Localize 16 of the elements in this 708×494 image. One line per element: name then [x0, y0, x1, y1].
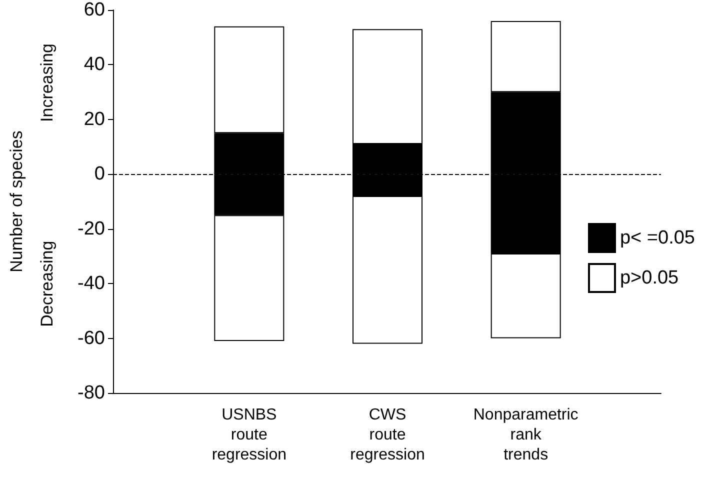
y-tick-label: 60: [84, 0, 105, 20]
y-tick-label: -20: [78, 218, 105, 240]
y-tick-label: -80: [78, 382, 105, 404]
y-axis-title: Number of species: [7, 130, 26, 272]
legend-label: p< =0.05: [620, 228, 696, 248]
y-tick-label: -60: [78, 328, 105, 349]
y-tick-label: -40: [78, 273, 105, 294]
text: Decreasing: [38, 240, 56, 327]
y-tick-label: 0: [94, 164, 105, 185]
y-tick-label: 40: [84, 54, 105, 76]
y-tick-label: 20: [84, 108, 105, 130]
x-tick-label: USNBS route regression: [212, 406, 287, 464]
x-tick-label: CWS route regression: [350, 406, 425, 464]
x-tick-label: Nonparametric rank trends: [473, 406, 578, 464]
text: Increasing: [38, 44, 56, 122]
legend-label: p>0.05: [620, 268, 679, 288]
